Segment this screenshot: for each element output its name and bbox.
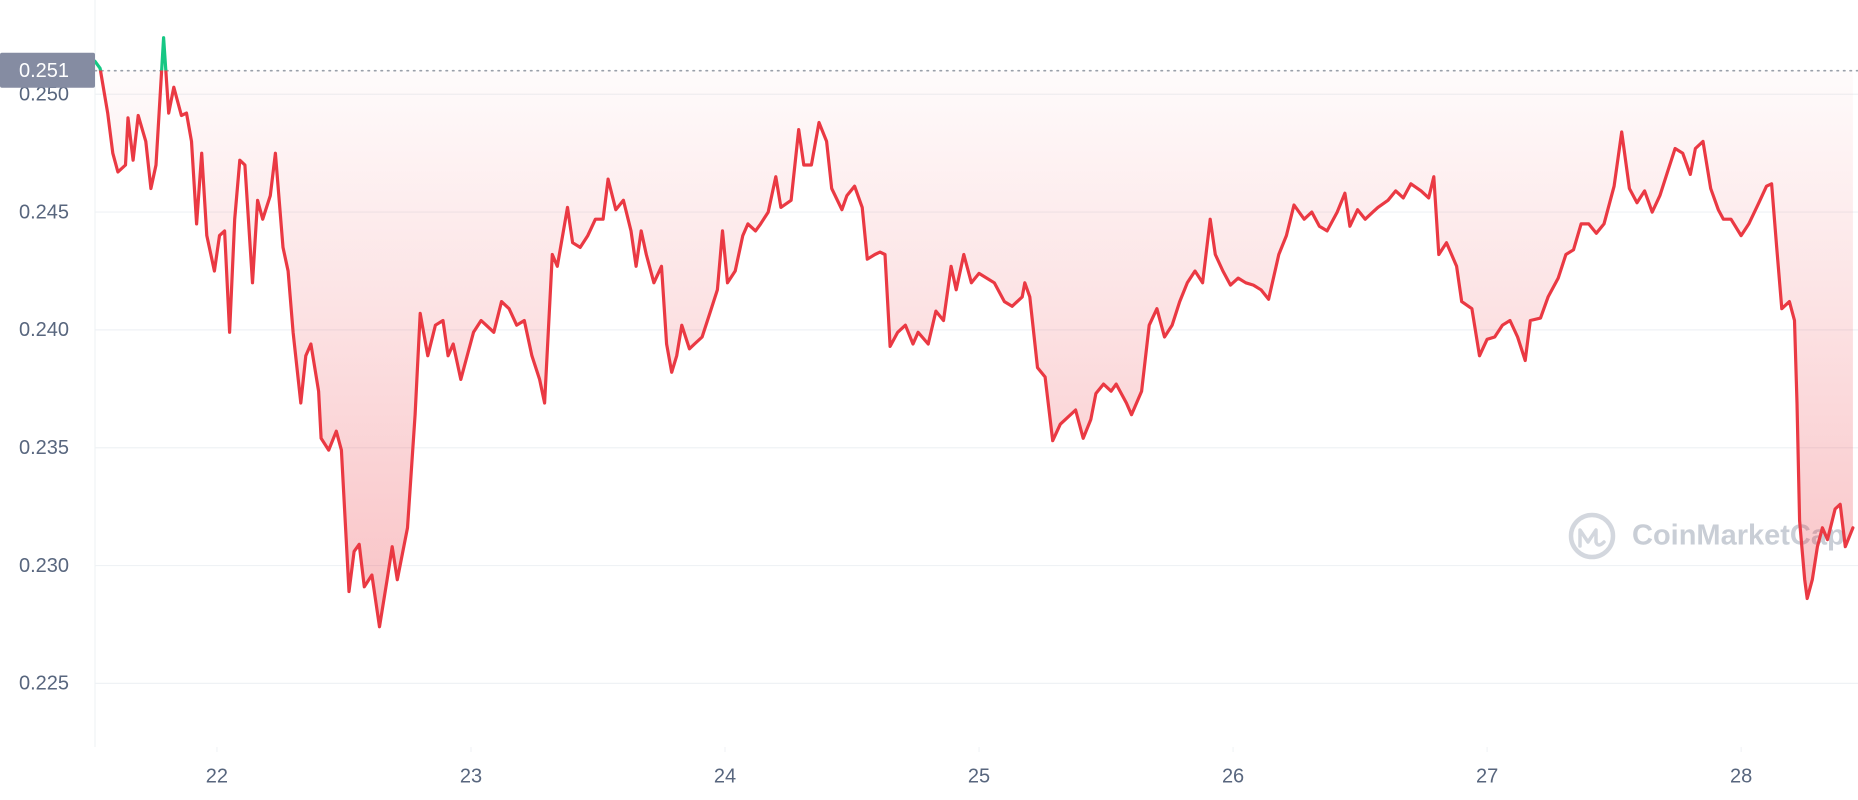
reference-label: 0.251 (19, 60, 69, 82)
x-tick-label: 23 (460, 765, 482, 787)
reference-label-box (0, 52, 95, 88)
x-tick-label: 24 (714, 765, 736, 787)
y-tick-label: 0.250 (19, 84, 69, 106)
watermark-logo-mark (1578, 528, 1606, 548)
y-tick-label: 0.240 (19, 319, 69, 341)
plot (93, 36, 1858, 629)
price-line (93, 36, 1855, 629)
y-tick-label: 0.225 (19, 673, 69, 695)
x-tick-label: 27 (1476, 765, 1498, 787)
y-tick-label: 0.235 (19, 437, 69, 459)
x-tick-label: 25 (968, 765, 990, 787)
watermark-logo (1568, 512, 1616, 560)
x-tick-label: 28 (1730, 765, 1752, 787)
axes: 0.225 0.230 0.235 0.240 0.245 0.250 22 23 24 25 26… (0, 52, 1752, 787)
x-tick-label: 22 (206, 765, 228, 787)
y-tick-label: 0.230 (19, 555, 69, 577)
x-tick-label: 26 (1222, 765, 1244, 787)
y-tick-label: 0.245 (19, 201, 69, 223)
